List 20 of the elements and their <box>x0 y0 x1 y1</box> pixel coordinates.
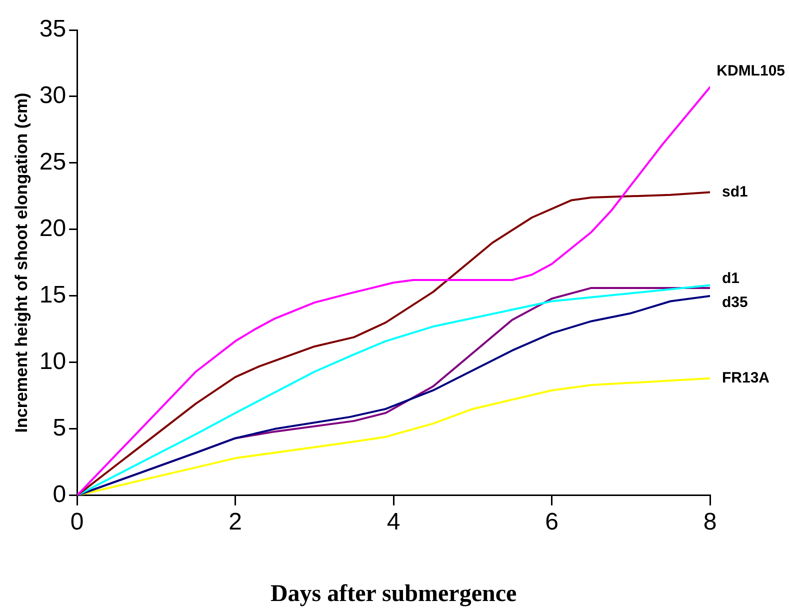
y-tick-label: 30 <box>39 82 66 110</box>
x-tick-label: 6 <box>545 508 558 536</box>
series-label: sd1 <box>722 183 748 200</box>
y-axis-title: Increment height of shoot elongation (cm) <box>12 92 31 433</box>
y-tick-label: 0 <box>52 481 66 508</box>
x-tick-label: 0 <box>70 508 84 536</box>
y-tick-label: 35 <box>39 16 66 43</box>
y-tick-label: 5 <box>52 414 66 442</box>
x-axis-title: Days after submergence <box>270 580 517 607</box>
y-tick-label: 20 <box>39 215 66 242</box>
x-tick-label: 2 <box>228 508 242 536</box>
series-label: FR13A <box>722 370 770 387</box>
series-label: d35 <box>722 294 748 311</box>
y-tick-label: 15 <box>39 282 66 309</box>
series-label: KDML105 <box>716 62 786 80</box>
y-tick-label: 10 <box>39 348 66 376</box>
y-tick-label: 25 <box>39 148 66 176</box>
series-label: d1 <box>722 270 740 287</box>
x-tick-label: 8 <box>703 508 717 536</box>
x-tick-label: 4 <box>386 508 400 536</box>
